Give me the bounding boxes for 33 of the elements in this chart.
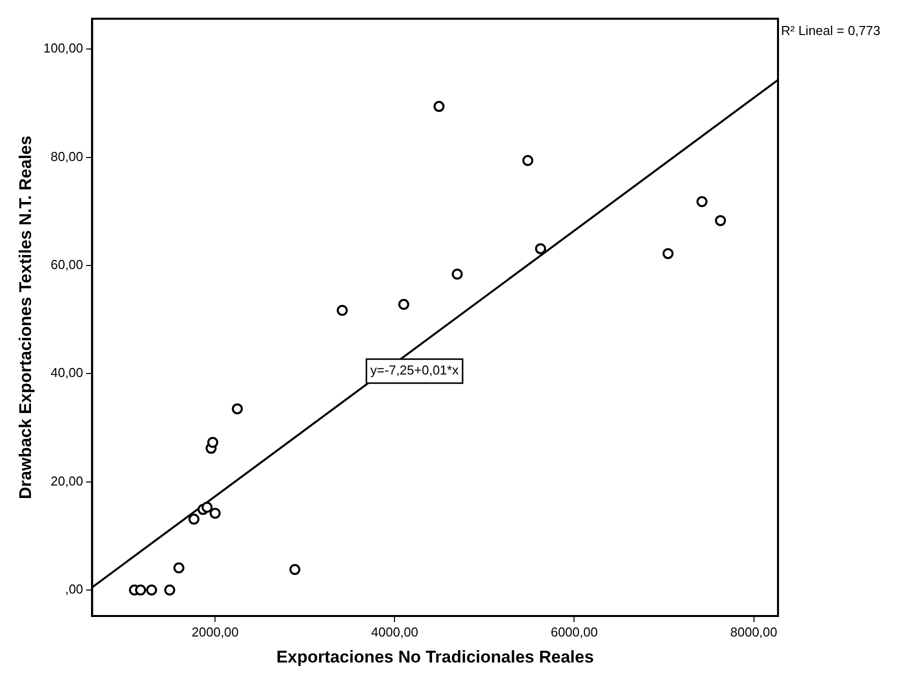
y-tick-label: 60,00 bbox=[50, 257, 84, 272]
x-tick-label: 8000,00 bbox=[730, 624, 778, 640]
x-tick-label: 6000,00 bbox=[550, 624, 598, 640]
point bbox=[207, 436, 218, 448]
point bbox=[232, 403, 243, 414]
y-tick-label: 20,00 bbox=[50, 473, 84, 488]
point bbox=[146, 584, 158, 596]
point bbox=[289, 564, 300, 575]
y-tick-label: 100,00 bbox=[43, 40, 84, 56]
point bbox=[336, 304, 348, 316]
point bbox=[434, 100, 445, 112]
point bbox=[452, 268, 463, 280]
point bbox=[135, 584, 146, 596]
y-axis-title: Drawback Exportaciones Textiles N.T. Reales bbox=[16, 136, 35, 500]
point bbox=[714, 215, 726, 226]
point bbox=[696, 196, 708, 208]
point bbox=[662, 248, 674, 260]
y-tick-label: 40,00 bbox=[50, 365, 84, 380]
point bbox=[522, 155, 534, 166]
point bbox=[398, 298, 410, 310]
point bbox=[535, 243, 546, 254]
point bbox=[188, 514, 200, 525]
x-axis-title: Exportaciones No Tradicionales Reales bbox=[276, 647, 594, 666]
text: R² Lineal = 0,773 bbox=[781, 22, 880, 38]
y-tick-label: 80,00 bbox=[50, 148, 84, 164]
point bbox=[202, 502, 213, 513]
x-tick-label: 4000,00 bbox=[371, 624, 418, 640]
annotation: y=-7,25+0,01*x bbox=[370, 362, 460, 378]
y-tick-label: ,00 bbox=[65, 582, 84, 597]
point bbox=[164, 584, 176, 596]
point bbox=[210, 508, 221, 519]
x-tick-label: 2000,00 bbox=[192, 624, 239, 640]
point bbox=[173, 562, 184, 574]
